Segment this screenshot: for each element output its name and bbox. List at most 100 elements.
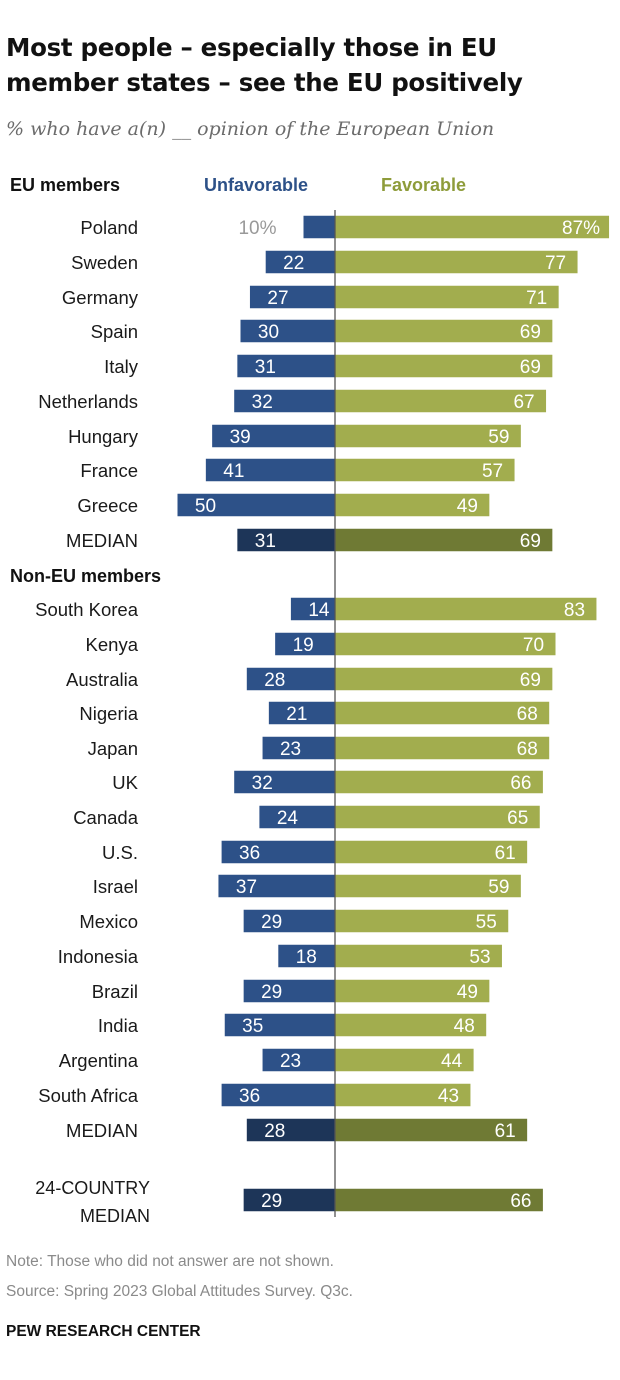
legend-unfavorable: Unfavorable [204,175,309,195]
favorable-bar-mexico [335,909,509,933]
row-label-india: India [98,1015,139,1036]
unfavorable-value-brazil: 29 [261,982,282,1003]
unfavorable-bar-south-africa [221,1083,335,1107]
diverging-bar-chart: Poland 10% 87% Sweden 22 77 Germany 27 71 Spain 30… [35,210,610,1226]
favorable-bar-kenya [335,632,556,656]
unfavorable-value-argentina: 23 [280,1051,301,1072]
favorable-bar-italy [335,354,553,378]
unfavorable-value-italy: 31 [255,357,276,378]
unfavorable-value-israel: 37 [236,877,257,898]
unfavorable-bar-median-non_eu [246,1118,335,1142]
row-label-australia: Australia [66,669,139,690]
row-label-spain: Spain [91,321,138,342]
unfavorable-bar-kenya [275,632,335,656]
row-label-south-korea: South Korea [35,599,139,620]
favorable-bar-24-country-median-overall [335,1188,543,1212]
unfavorable-value-indonesia: 18 [296,947,317,968]
favorable-value-median-eu: 69 [520,531,541,552]
unfavorable-value-greece: 50 [195,496,216,517]
favorable-bar-sweden [335,250,578,274]
favorable-value-greece: 49 [457,496,478,517]
favorable-value-france: 57 [482,461,503,482]
favorable-value-sweden: 77 [545,253,566,274]
unfavorable-value-u-s: 36 [239,843,260,864]
favorable-value-netherlands: 67 [513,392,534,413]
favorable-bar-brazil [335,979,490,1003]
favorable-value-24-country-median-overall: 66 [510,1191,531,1212]
row-label-kenya: Kenya [86,634,139,655]
row-label-italy: Italy [104,356,139,377]
unfavorable-value-median-eu: 31 [255,531,276,552]
unfavorable-value-hungary: 39 [230,427,251,448]
chart-subtitle: % who have a(n) __ opinion of the Europe… [6,118,495,140]
row-label-u-s: U.S. [102,842,138,863]
favorable-value-israel: 59 [488,877,509,898]
favorable-value-hungary: 59 [488,427,509,448]
row-label-brazil: Brazil [92,981,138,1002]
unfavorable-value-france: 41 [223,461,244,482]
unfavorable-bar-israel [218,874,335,898]
unfavorable-bar-australia [246,667,335,691]
unfavorable-value-netherlands: 32 [252,392,273,413]
unfavorable-value-south-africa: 36 [239,1086,260,1107]
row-label-24-country-median-overall-line2: MEDIAN [80,1206,150,1226]
chart-title: Most people – especially those in EU mem… [6,33,523,97]
unfavorable-bar-sweden [265,250,335,274]
row-label-netherlands: Netherlands [38,391,138,412]
favorable-value-australia: 69 [520,670,541,691]
favorable-value-kenya: 70 [523,635,544,656]
row-label-south-africa: South Africa [38,1085,138,1106]
unfavorable-value-poland: 10% [238,218,276,239]
favorable-bar-argentina [335,1048,474,1072]
favorable-value-median-non_eu: 61 [495,1121,516,1142]
row-label-canada: Canada [73,807,139,828]
row-label-greece: Greece [77,495,138,516]
unfavorable-bar-canada [259,805,335,829]
footer-brand: PEW RESEARCH CENTER [6,1323,201,1340]
row-label-japan: Japan [88,738,138,759]
favorable-value-japan: 68 [517,739,538,760]
favorable-bar-hungary [335,424,521,448]
favorable-value-spain: 69 [520,322,541,343]
favorable-value-uk: 66 [510,773,531,794]
favorable-bar-indonesia [335,944,502,968]
unfavorable-bar-netherlands [234,389,335,413]
unfavorable-value-canada: 24 [277,808,299,829]
favorable-bar-japan [335,736,550,760]
favorable-bar-uk [335,770,543,794]
unfavorable-bar-south-korea [290,597,335,621]
row-label-argentina: Argentina [59,1050,139,1071]
row-label-israel: Israel [93,876,138,897]
unfavorable-value-sweden: 22 [283,253,304,274]
favorable-bar-south-africa [335,1083,471,1107]
row-label-france: France [80,460,138,481]
unfavorable-bar-median-eu [237,528,335,552]
row-label-median-eu: MEDIAN [66,530,138,551]
favorable-bar-nigeria [335,701,550,725]
unfavorable-bar-germany [249,285,335,309]
unfavorable-bar-greece [177,493,335,517]
unfavorable-value-mexico: 29 [261,912,282,933]
favorable-value-south-korea: 83 [564,600,585,621]
row-label-24-country-median-overall-line1: 24-COUNTRY [35,1178,150,1198]
unfavorable-value-24-country-median-overall: 29 [261,1191,282,1212]
favorable-value-argentina: 44 [441,1051,463,1072]
favorable-value-south-africa: 43 [438,1086,459,1107]
favorable-value-indonesia: 53 [469,947,490,968]
row-label-germany: Germany [62,287,139,308]
footer-note: Note: Those who did not answer are not s… [6,1253,334,1270]
row-label-uk: UK [112,772,138,793]
section-label-eu-members: EU members [10,175,121,195]
favorable-value-india: 48 [454,1016,475,1037]
favorable-bar-median-eu [335,528,553,552]
row-label-sweden: Sweden [71,252,138,273]
unfavorable-bar-24-country-median-overall [243,1188,335,1212]
favorable-value-italy: 69 [520,357,541,378]
favorable-value-poland: 87% [562,218,600,239]
row-label-hungary: Hungary [68,426,139,447]
unfavorable-bar-argentina [262,1048,335,1072]
unfavorable-bar-u-s [221,840,335,864]
unfavorable-value-south-korea: 14 [308,600,330,621]
favorable-bar-south-korea [335,597,597,621]
footer-source: Source: Spring 2023 Global Attitudes Sur… [6,1283,353,1300]
